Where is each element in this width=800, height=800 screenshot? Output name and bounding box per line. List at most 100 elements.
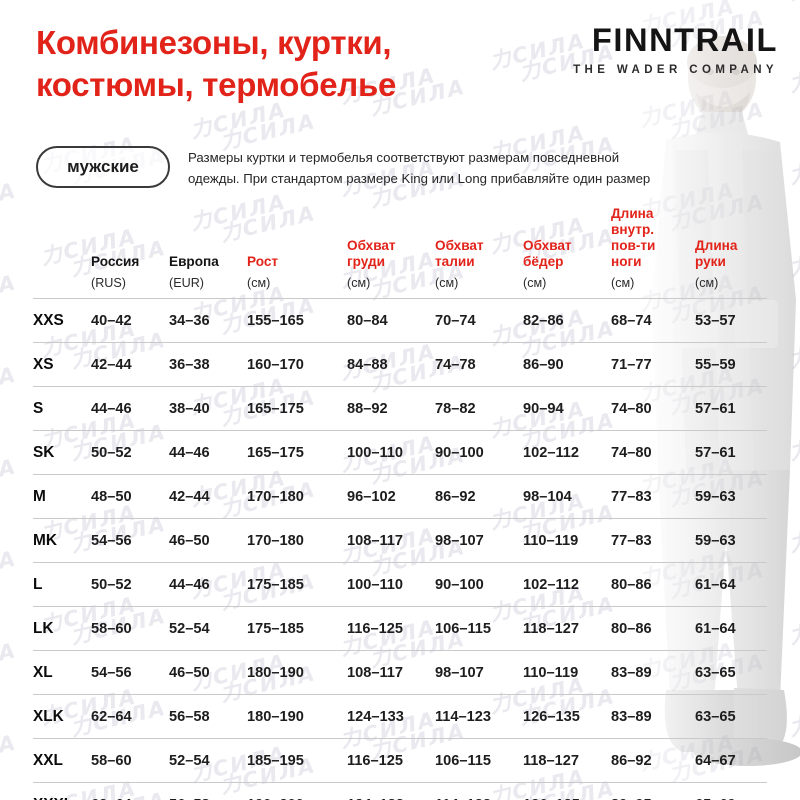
cell-rost: 170–180 [247, 474, 347, 519]
column-header-unit: (см) [247, 276, 271, 290]
table-row: XXL 58–60 52–54 185–195 116–125 106–115 118–12… [33, 738, 767, 783]
cell-arm: 57–61 [695, 430, 767, 475]
table-row: XL 54–56 46–50 180–190 108–117 98–107 110–119 8… [33, 650, 767, 695]
cell-leg: 68–74 [611, 298, 695, 343]
cell-rost: 185–195 [247, 738, 347, 783]
cell-rost: 165–175 [247, 386, 347, 431]
cell-rus: 58–60 [91, 606, 169, 651]
cell-size: SK [33, 430, 91, 475]
cell-size: XL [33, 650, 91, 695]
cell-hip: 110–119 [523, 650, 611, 695]
column-header-unit: (см) [523, 276, 547, 290]
column-header-leg: Длина внутр. пов-ти ноги (см) [611, 200, 695, 299]
cell-arm: 63–65 [695, 694, 767, 739]
cell-arm: 64–67 [695, 738, 767, 783]
column-header-title: Рост [247, 253, 279, 269]
cell-waist: 86–92 [435, 474, 523, 519]
cell-size: XXXL [33, 782, 91, 800]
column-header-chest: Обхват груди (см) [347, 200, 435, 299]
cell-chest: 116–125 [347, 738, 435, 783]
cell-leg: 80–86 [611, 606, 695, 651]
cell-leg: 80–86 [611, 562, 695, 607]
column-header-title: Длина руки [695, 237, 738, 269]
cell-rost: 175–185 [247, 606, 347, 651]
column-header-unit: (EUR) [169, 276, 204, 290]
table-row: SK 50–52 44–46 165–175 100–110 90–100 102–112 7… [33, 430, 767, 475]
cell-eur: 34–36 [169, 298, 247, 343]
page-title: Комбинезоны, куртки, костюмы, термобелье [36, 22, 566, 106]
cell-arm: 61–64 [695, 606, 767, 651]
cell-chest: 108–117 [347, 518, 435, 563]
cell-waist: 78–82 [435, 386, 523, 431]
cell-arm: 63–65 [695, 650, 767, 695]
note-line-1: Размеры куртки и термобелья соответствую… [188, 150, 620, 165]
cell-leg: 71–77 [611, 342, 695, 387]
cell-eur: 46–50 [169, 518, 247, 563]
cell-eur: 44–46 [169, 430, 247, 475]
column-header-title: Обхват груди [347, 237, 396, 269]
column-header-title: Обхват бёдер [523, 237, 572, 269]
cell-eur: 46–50 [169, 650, 247, 695]
cell-leg: 83–89 [611, 694, 695, 739]
cell-size: XXS [33, 298, 91, 343]
cell-waist: 114–123 [435, 782, 523, 800]
cell-size: MK [33, 518, 91, 563]
cell-hip: 102–112 [523, 430, 611, 475]
cell-waist: 114–123 [435, 694, 523, 739]
cell-eur: 42–44 [169, 474, 247, 519]
cell-waist: 98–107 [435, 650, 523, 695]
column-header-title: Россия [91, 253, 140, 269]
cell-eur: 36–38 [169, 342, 247, 387]
cell-arm: 59–63 [695, 518, 767, 563]
page-title-line-1: Комбинезоны, куртки, [36, 24, 392, 61]
cell-rost: 190–200 [247, 782, 347, 800]
cell-leg: 77–83 [611, 518, 695, 563]
gender-badge[interactable]: мужские [36, 146, 170, 188]
cell-leg: 74–80 [611, 430, 695, 475]
column-header-unit: (см) [611, 276, 635, 290]
column-header-hip: Обхват бёдер (см) [523, 200, 611, 299]
table-row: XXXL62–6456–58190–200124–133114–123126–1… [33, 782, 767, 800]
column-header-eur: Европа (EUR) [169, 200, 247, 299]
cell-size: LK [33, 606, 91, 651]
column-header-rost: Рост (см) [247, 200, 347, 299]
cell-waist: 90–100 [435, 430, 523, 475]
cell-chest: 108–117 [347, 650, 435, 695]
cell-rost: 170–180 [247, 518, 347, 563]
cell-hip: 82–86 [523, 298, 611, 343]
column-header-rus: Россия (RUS) [91, 200, 169, 299]
cell-rus: 50–52 [91, 562, 169, 607]
size-table-container: Россия (RUS) Европа (EUR) Рост (см) Обхват груд… [33, 200, 767, 800]
cell-chest: 96–102 [347, 474, 435, 519]
cell-rus: 42–44 [91, 342, 169, 387]
cell-size: L [33, 562, 91, 607]
cell-arm: 55–59 [695, 342, 767, 387]
table-row: XLK 62–64 56–58 180–190 124–133 114–123 126–13… [33, 694, 767, 739]
table-row: LK 58–60 52–54 175–185 116–125 106–115 118–127… [33, 606, 767, 651]
column-header-arm: Длина руки (см) [695, 200, 767, 299]
cell-rost: 160–170 [247, 342, 347, 387]
cell-chest: 80–84 [347, 298, 435, 343]
cell-leg: 89–95 [611, 782, 695, 800]
cell-eur: 56–58 [169, 694, 247, 739]
brand-logo: FINNTRAIL THE WADER COMPANY [573, 24, 778, 77]
column-header-title: Обхват талии [435, 237, 484, 269]
column-header-waist: Обхват талии (см) [435, 200, 523, 299]
cell-rost: 180–190 [247, 694, 347, 739]
cell-hip: 86–90 [523, 342, 611, 387]
cell-rus: 48–50 [91, 474, 169, 519]
cell-waist: 70–74 [435, 298, 523, 343]
cell-hip: 90–94 [523, 386, 611, 431]
cell-waist: 98–107 [435, 518, 523, 563]
cell-rus: 58–60 [91, 738, 169, 783]
cell-hip: 118–127 [523, 606, 611, 651]
size-table-head: Россия (RUS) Европа (EUR) Рост (см) Обхват груд… [33, 200, 767, 299]
cell-size: XXL [33, 738, 91, 783]
cell-size: XS [33, 342, 91, 387]
cell-chest: 116–125 [347, 606, 435, 651]
cell-size: M [33, 474, 91, 519]
cell-leg: 86–92 [611, 738, 695, 783]
cell-waist: 90–100 [435, 562, 523, 607]
cell-chest: 124–133 [347, 782, 435, 800]
column-header-unit: (см) [347, 276, 371, 290]
